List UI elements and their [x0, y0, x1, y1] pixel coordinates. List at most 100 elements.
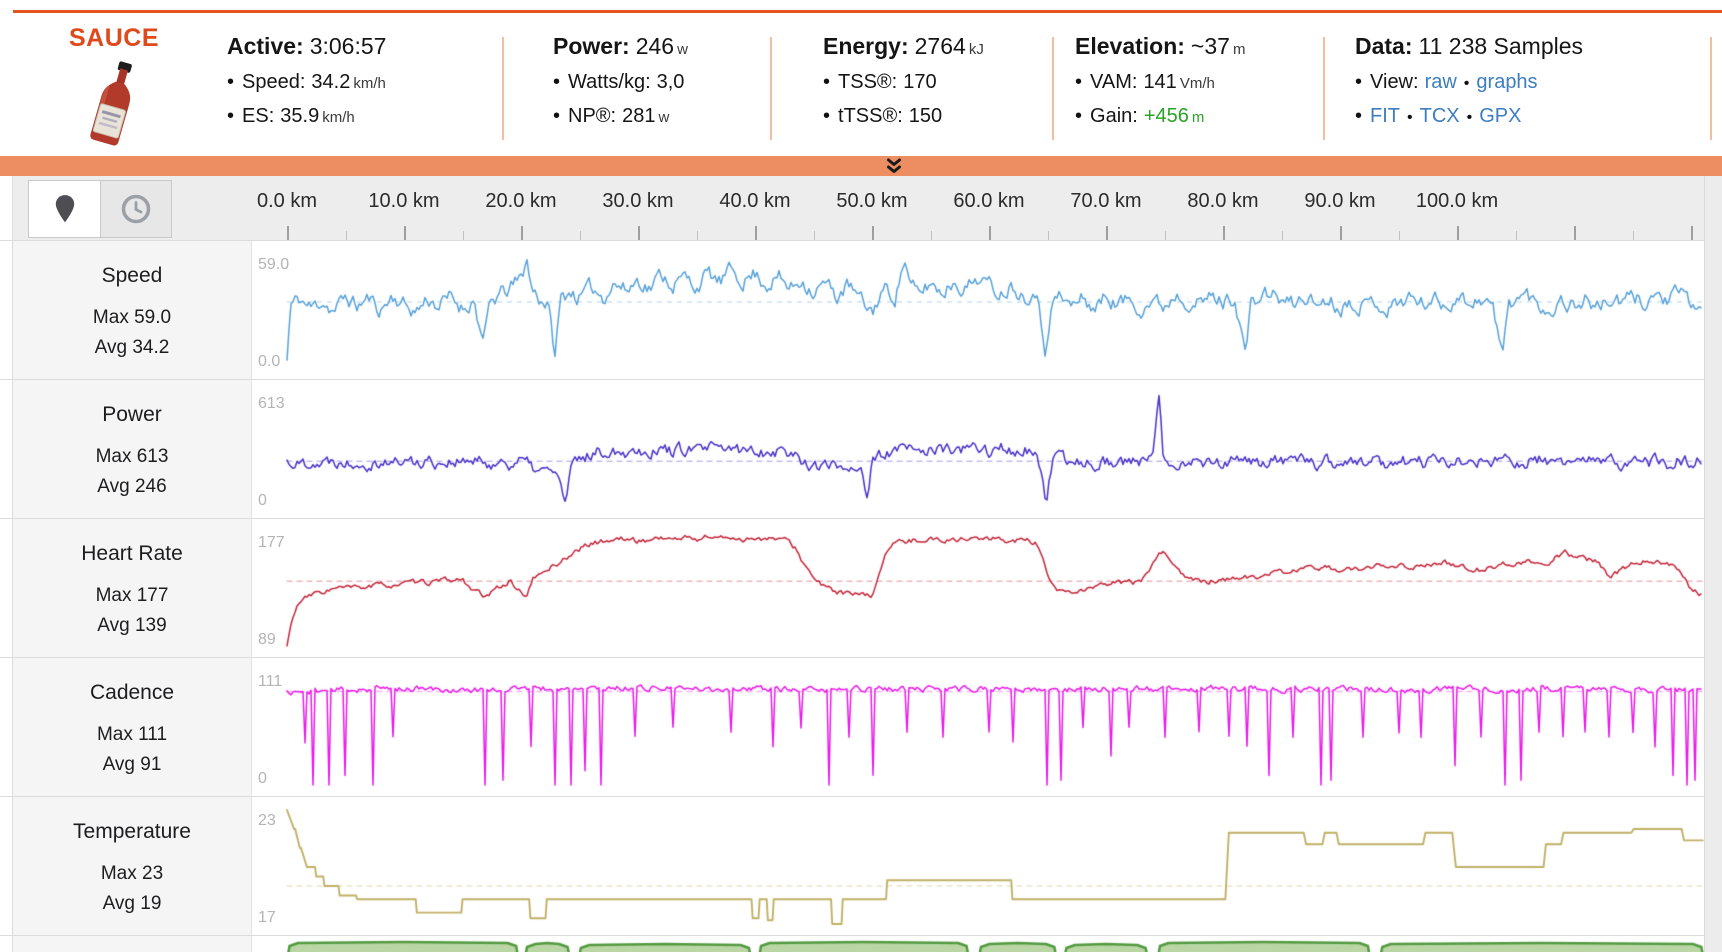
charts-canvas[interactable] — [252, 240, 1704, 952]
chart-row-temperature-legend: Temperature Max 23 Avg 19 — [13, 797, 252, 935]
axis-tick — [1691, 226, 1693, 240]
chart-max-label: Max 111 — [96, 723, 168, 745]
chart-row-heart-rate-legend: Heart Rate Max 177 Avg 139 — [13, 519, 252, 657]
sauce-logo: SAUCE — [58, 24, 170, 156]
stat-col-energy: Energy: 2764 kJ • TSS®: 170 • tTSS®: 150 — [823, 30, 984, 134]
axis-mode-distance-button[interactable] — [29, 181, 100, 237]
axis-label-km: 60.0 km — [953, 190, 1025, 212]
sauce-logo-text: SAUCE — [68, 24, 159, 52]
chart-avg-label: Avg 34.2 — [94, 336, 170, 358]
axis-tick — [345, 231, 347, 240]
view-graphs-link[interactable]: graphs — [1476, 71, 1538, 93]
stat-col-power: Power: 246 w • Watts/kg: 3,0 • NP®: 281 w — [553, 30, 688, 134]
map-marker-icon — [55, 195, 74, 223]
axis-tick — [813, 231, 815, 240]
axis-mode-time-button[interactable] — [100, 181, 171, 237]
stat-export-row: • FIT • TCX • GPX — [1355, 105, 1522, 127]
stat-col-data: Data: 11 238 Samples • View: raw • graphs • FI… — [1355, 30, 1583, 134]
stat-speed: • Speed: 34.2 km/h — [227, 71, 386, 93]
stat-gain: • Gain: +456 m — [1075, 105, 1205, 127]
header-divider — [1323, 37, 1325, 140]
export-tcx-link[interactable]: TCX — [1419, 105, 1460, 127]
chart-row-power-legend: Power Max 613 Avg 246 — [13, 380, 252, 518]
axis-label-km: 40.0 km — [719, 190, 791, 212]
chart-row-cadence-legend: Cadence Max 111 Avg 91 — [13, 658, 252, 796]
chart-max-label: Max 613 — [95, 445, 169, 467]
stat-watts-kg: • Watts/kg: 3,0 — [553, 71, 685, 93]
sauce-bottle-icon — [90, 61, 132, 146]
chart-row-speed-legend: Speed Max 59.0 Avg 34.2 — [13, 241, 252, 379]
header-top-border — [13, 10, 1722, 13]
axis-tick — [1632, 231, 1634, 240]
axis-tick — [1398, 231, 1400, 240]
axis-tick — [989, 226, 991, 240]
summary-header: SAUCE Active: 3:06:57 • Speed: 34.2 km/h • ES… — [0, 0, 1722, 156]
axis-label-km: 0.0 km — [256, 190, 318, 212]
axis-tick — [1047, 231, 1049, 240]
axis-label-km: 50.0 km — [836, 190, 908, 212]
stat-es: • ES: 35.9 km/h — [227, 105, 355, 127]
axis-tick — [755, 226, 757, 240]
chart-avg-label: Avg 91 — [102, 753, 162, 775]
export-gpx-link[interactable]: GPX — [1479, 105, 1522, 127]
export-fit-link[interactable]: FIT — [1370, 105, 1401, 127]
axis-tick — [287, 226, 289, 240]
chart-title: Heart Rate — [81, 541, 183, 565]
chart-max-label: Max 23 — [100, 862, 164, 884]
chart-avg-label: Avg 139 — [97, 614, 167, 636]
view-raw-link[interactable]: raw — [1424, 71, 1457, 93]
chart-row-elevation-legend — [13, 936, 252, 952]
axis-tick — [1340, 226, 1342, 240]
chart-title: Temperature — [73, 819, 191, 843]
axis-tick — [1223, 226, 1225, 240]
x-axis-header: 0.0 km 10.0 km 20.0 km 30.0 km 40.0 km 50.0 k… — [13, 176, 1722, 240]
axis-tick — [521, 226, 523, 240]
chart-row-speed: Speed Max 59.0 Avg 34.2 59.0 0.0 — [0, 240, 1722, 379]
axis-tick — [696, 231, 698, 240]
axis-tick — [404, 226, 406, 240]
axis-tick — [1106, 226, 1108, 240]
axis-mode-buttons — [28, 180, 172, 238]
chart-max-label: Max 59.0 — [92, 306, 172, 328]
axis-label-km: 90.0 km — [1304, 190, 1376, 212]
axis-label-km: 10.0 km — [368, 190, 440, 212]
axis-label-km: 100.0 km — [1415, 190, 1499, 212]
chart-avg-label: Avg 246 — [97, 475, 167, 497]
header-divider — [1052, 37, 1054, 140]
stat-np: • NP®: 281 w — [553, 105, 670, 127]
axis-tick — [1164, 231, 1166, 240]
stat-view-row: • View: raw • graphs — [1355, 71, 1538, 93]
stat-active: Active: 3:06:57 — [227, 33, 387, 59]
header-divider — [1710, 37, 1712, 140]
axis-label-km: 20.0 km — [485, 190, 557, 212]
chart-avg-label: Avg 19 — [102, 892, 162, 914]
clock-icon — [121, 194, 151, 224]
header-divider — [770, 37, 772, 140]
stat-tss: • TSS®: 170 — [823, 71, 937, 93]
axis-tick — [930, 231, 932, 240]
chart-title: Cadence — [89, 680, 175, 704]
chart-title: Speed — [101, 263, 163, 287]
chart-title: Power — [102, 402, 162, 426]
axis-label-km: 70.0 km — [1070, 190, 1142, 212]
axis-tick — [1515, 231, 1517, 240]
left-border-line — [12, 0, 13, 952]
axis-tick — [1574, 226, 1576, 240]
stat-ttss: • tTSS®: 150 — [823, 105, 943, 127]
axis-tick — [1457, 226, 1459, 240]
axis-label-km: 30.0 km — [602, 190, 674, 212]
stat-energy: Energy: 2764 kJ — [823, 33, 984, 59]
stat-data-samples: Data: 11 238 Samples — [1355, 33, 1584, 59]
collapse-panel-bar[interactable] — [0, 156, 1722, 176]
axis-tick — [1281, 231, 1283, 240]
chart-right-gutter — [1704, 176, 1722, 952]
stat-col-active: Active: 3:06:57 • Speed: 34.2 km/h • ES: 35.9 k… — [227, 30, 389, 134]
axis-label-km: 80.0 km — [1187, 190, 1259, 212]
stat-vam: • VAM: 141 Vm/h — [1075, 71, 1215, 93]
stat-elevation: Elevation: ~37 m — [1075, 33, 1246, 59]
axis-tick — [872, 226, 874, 240]
axis-tick — [579, 231, 581, 240]
axis-tick — [462, 231, 464, 240]
axis-tick — [638, 226, 640, 240]
